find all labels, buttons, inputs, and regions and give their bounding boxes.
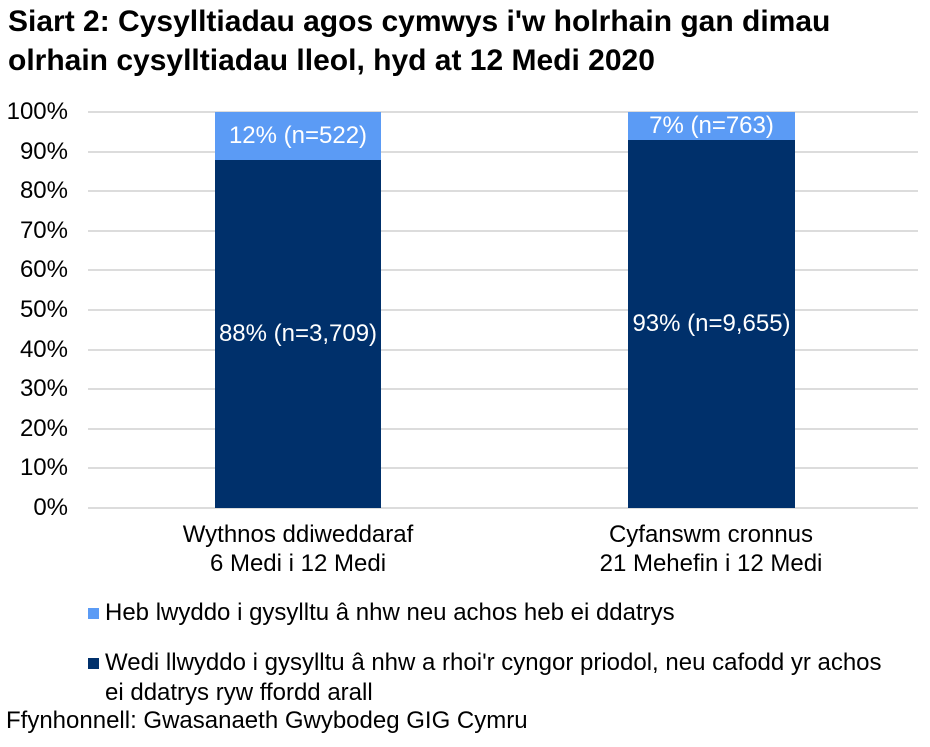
gridline [88,150,918,153]
gridline [88,467,918,470]
bar-segment-heb-lwyddo-cyfanswm: 7% (n=763) [628,112,795,140]
y-tick-label: 90% [19,137,68,165]
gridline [88,269,918,272]
legend-label: Wedi llwyddo i gysylltu â nhw a rhoi'r c… [105,649,882,706]
x-axis-label-line2: 6 Medi i 12 Medi [209,550,387,577]
bar-segment-wedi-llwyddo-cyfanswm: 93% (n=9,655) [628,139,795,508]
y-tick-label: 60% [19,256,68,284]
source-note: Ffynhonnell: Gwasanaeth Gwybodeg GIG Cym… [6,707,528,734]
legend-marker-dark-blue-icon [88,658,99,669]
x-axis-label-line2: 21 Mehefin i 12 Medi [599,550,823,577]
bar-cyfanswm-cronnus: 7% (n=763) 93% (n=9,655) [628,112,795,508]
bar-segment-heb-lwyddo-wythnos: 12% (n=522) [215,112,381,160]
legend-item-heb-lwyddo: Heb lwyddo i gysylltu â nhw neu achos he… [88,598,675,628]
x-axis-label-wythnos: Wythnos ddiweddaraf 6 Medi i 12 Medi [138,520,458,578]
bar-segment-wedi-llwyddo-wythnos: 88% (n=3,709) [215,159,381,508]
bar-wythnos-ddiweddaraf: 12% (n=522) 88% (n=3,709) [215,112,381,508]
bar-value-label: 88% (n=3,709) [218,319,378,347]
gridline [88,348,918,351]
x-axis-label-line1: Wythnos ddiweddaraf [182,521,414,548]
gridline [88,229,918,232]
bar-value-label: 93% (n=9,655) [632,309,791,337]
page-title: Siart 2: Cysylltiadau agos cymwys i'w ho… [8,5,831,77]
legend-label: Heb lwyddo i gysylltu â nhw neu achos he… [105,599,675,626]
gridline [88,190,918,193]
gridline [88,111,918,113]
gridline [88,427,918,430]
y-tick-label: 40% [19,335,68,363]
y-tick-label: 10% [19,454,68,482]
y-tick-label: 0% [33,494,68,521]
bar-value-label: 7% (n=763) [649,111,774,139]
gridline [88,507,918,509]
y-tick-label: 100% [6,98,68,125]
gridline [88,309,918,311]
gridline [88,388,918,391]
y-tick-label: 80% [19,177,68,205]
x-axis-label-cyfanswm: Cyfanswm cronnus 21 Mehefin i 12 Medi [551,520,871,578]
y-tick-label: 30% [19,375,68,403]
y-tick-label: 70% [19,216,68,244]
legend-item-wedi-llwyddo: Wedi llwyddo i gysylltu â nhw a rhoi'r c… [88,648,895,708]
x-axis-label-line1: Cyfanswm cronnus [608,521,814,548]
y-tick-label: 50% [19,296,68,323]
y-tick-label: 20% [19,414,68,442]
bar-value-label: 12% (n=522) [228,121,368,149]
legend-marker-light-blue-icon [88,608,99,619]
